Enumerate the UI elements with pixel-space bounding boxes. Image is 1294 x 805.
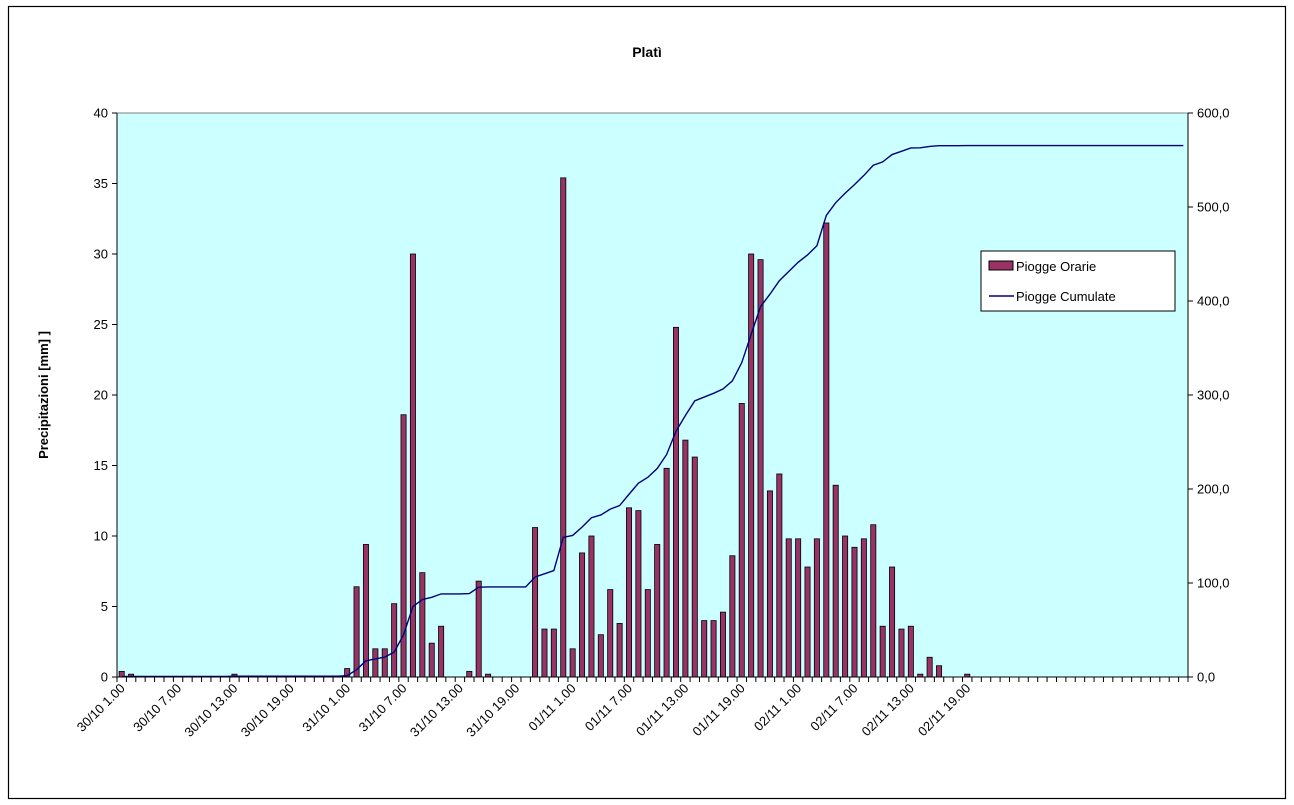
bar (663, 467, 670, 678)
bar (588, 535, 595, 678)
bar (757, 259, 764, 678)
bar-series (118, 177, 971, 678)
y-tick-label-right: 0,0 (1197, 670, 1215, 685)
chart-title: Platì (632, 44, 662, 60)
y-axis-label: Precipitazioni [mm] ] (36, 331, 51, 459)
legend-label-piogge-orarie: Piogge Orarie (1016, 259, 1096, 274)
y-axis-left-ticks: 0 5 10 15 20 25 30 35 40 (94, 106, 117, 685)
bar (738, 403, 745, 678)
bar (889, 566, 896, 678)
bar (785, 538, 792, 678)
bar (541, 628, 548, 678)
bar (832, 484, 839, 678)
y-tick-label-left: 30 (94, 247, 108, 262)
bar (597, 634, 604, 678)
bar (569, 648, 576, 678)
cumulative-line (121, 144, 1184, 678)
bar (607, 589, 614, 678)
bar (673, 326, 679, 678)
bar (710, 620, 717, 678)
y-tick-label-left: 0 (101, 670, 108, 685)
bar (579, 552, 586, 678)
bar (475, 580, 482, 678)
bar (898, 628, 905, 678)
bar (766, 490, 773, 678)
bar (860, 538, 867, 678)
bar (748, 253, 755, 678)
bar (842, 535, 849, 678)
bar (560, 177, 567, 678)
y-tick-label-right: 200,0 (1197, 482, 1230, 497)
bar (729, 555, 736, 678)
y-tick-label-left: 40 (94, 106, 108, 121)
bar (391, 603, 398, 678)
bar (466, 670, 473, 678)
y-tick-label-left: 20 (94, 388, 108, 403)
y-tick-label-left: 15 (94, 458, 108, 473)
bar (701, 620, 708, 678)
bar (691, 456, 698, 678)
bar (879, 625, 886, 678)
bar (616, 623, 623, 678)
bar (907, 625, 914, 678)
bar (372, 648, 379, 678)
y-axis-right-ticks: 0,0 100,0 200,0 300,0 400,0 500,0 600,0 (1188, 106, 1230, 685)
bar (795, 538, 802, 678)
bar (626, 507, 632, 678)
y-tick-label-right: 500,0 (1197, 200, 1230, 215)
bar (813, 538, 820, 678)
plot-area (116, 112, 1189, 678)
bar (804, 566, 811, 678)
bar (936, 665, 943, 678)
bar (635, 510, 642, 678)
legend-swatch-piogge-orarie (988, 260, 1014, 271)
legend: Piogge Orarie Piogge Cumulate (980, 250, 1176, 312)
bar (532, 527, 539, 678)
y-tick-label-right: 400,0 (1197, 294, 1230, 309)
y-tick-label-right: 600,0 (1197, 106, 1230, 121)
bar (362, 544, 369, 678)
bar (682, 439, 689, 678)
bar (428, 642, 435, 678)
bar (926, 656, 933, 678)
y-tick-label-left: 35 (94, 176, 108, 191)
legend-label-piogge-cumulate: Piogge Cumulate (1016, 289, 1116, 304)
bar (654, 544, 661, 678)
bar (381, 648, 388, 678)
bar (719, 611, 726, 678)
bar (870, 524, 877, 678)
bar (823, 222, 830, 678)
bar (851, 546, 858, 678)
bar (550, 628, 557, 678)
y-tick-label-left: 5 (101, 599, 108, 614)
y-tick-label-right: 100,0 (1197, 576, 1230, 591)
bar (419, 572, 426, 678)
y-tick-label-right: 300,0 (1197, 388, 1230, 403)
bar (644, 589, 651, 678)
bar (776, 473, 783, 678)
y-tick-label-left: 25 (94, 317, 108, 332)
bar (353, 586, 360, 678)
bar (438, 625, 445, 678)
y-tick-label-left: 10 (94, 529, 108, 544)
